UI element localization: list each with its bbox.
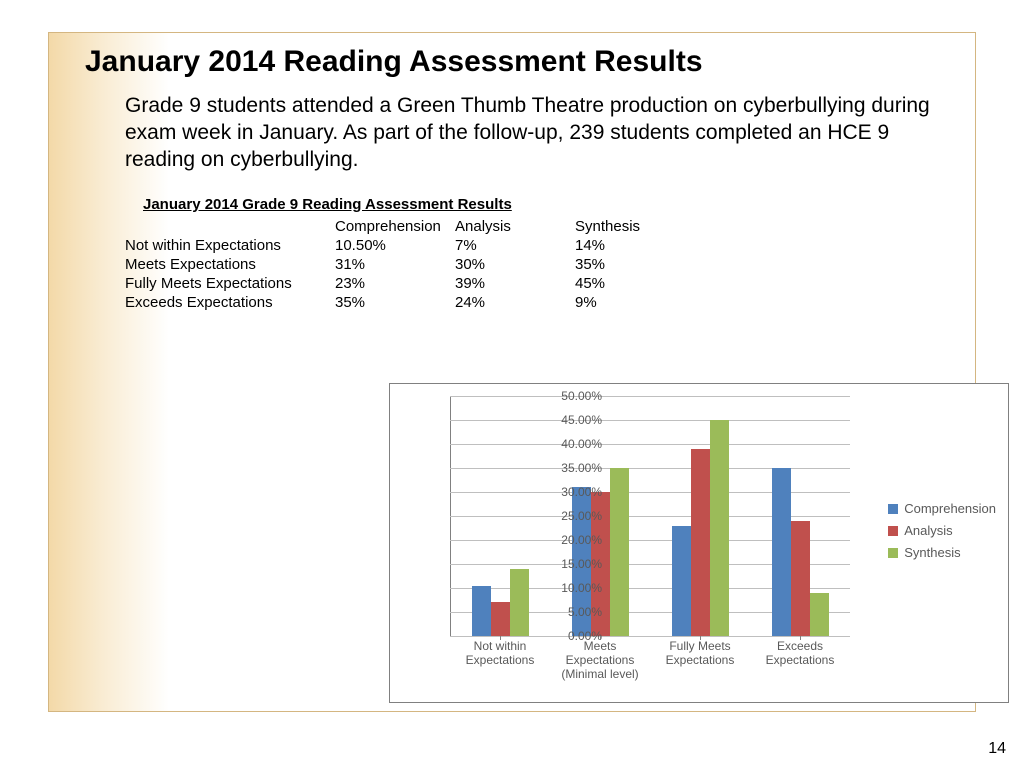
table-header-row: Comprehension Analysis Synthesis [125,217,695,236]
legend-swatch [888,548,898,558]
page-number: 14 [988,740,1006,758]
bar-chart: ComprehensionAnalysisSynthesis 0.00%5.00… [389,383,1009,703]
bar [791,521,810,636]
y-tick-label: 30.00% [550,485,602,499]
table-header-synth: Synthesis [575,217,695,236]
cell: 9% [575,293,695,312]
y-tick-label: 50.00% [550,389,602,403]
y-tick-label: 5.00% [550,605,602,619]
bar [772,468,791,636]
y-tick-label: 25.00% [550,509,602,523]
legend-item: Synthesis [888,545,996,560]
legend-label: Analysis [904,523,952,538]
bar [491,602,510,636]
slide-content: January 2014 Reading Assessment Results … [49,33,975,312]
slide-frame: January 2014 Reading Assessment Results … [48,32,976,712]
row-label: Meets Expectations [125,255,335,274]
x-tick-label: Not within Expectations [450,640,550,668]
bar [610,468,629,636]
table-header-anal: Analysis [455,217,575,236]
table-row: Meets Expectations 31% 30% 35% [125,255,695,274]
legend-label: Synthesis [904,545,960,560]
cell: 7% [455,236,575,255]
table-header-blank [125,217,335,236]
cell: 45% [575,274,695,293]
table-row: Exceeds Expectations 35% 24% 9% [125,293,695,312]
table-row: Fully Meets Expectations 23% 39% 45% [125,274,695,293]
cell: 10.50% [335,236,455,255]
y-tick-label: 20.00% [550,533,602,547]
x-tick-label: Meets Expectations (Minimal level) [550,640,650,681]
legend-swatch [888,504,898,514]
y-tick-label: 40.00% [550,437,602,451]
legend-item: Comprehension [888,501,996,516]
legend-item: Analysis [888,523,996,538]
bar [510,569,529,636]
bar-group [460,396,540,636]
table-title: January 2014 Grade 9 Reading Assessment … [143,196,951,213]
slide-body-text: Grade 9 students attended a Green Thumb … [125,93,931,174]
bar [710,420,729,636]
y-tick-label: 45.00% [550,413,602,427]
plot-area [450,396,850,636]
row-label: Exceeds Expectations [125,293,335,312]
x-tick-label: Fully Meets Expectations [650,640,750,668]
y-tick-label: 15.00% [550,557,602,571]
x-tick-label: Exceeds Expectations [750,640,850,668]
y-tick-label: 10.00% [550,581,602,595]
cell: 31% [335,255,455,274]
bar [472,586,491,636]
legend-swatch [888,526,898,536]
cell: 39% [455,274,575,293]
gridline [450,636,850,637]
table-row: Not within Expectations 10.50% 7% 14% [125,236,695,255]
bar [672,526,691,636]
y-tick-label: 35.00% [550,461,602,475]
cell: 23% [335,274,455,293]
cell: 14% [575,236,695,255]
cell: 30% [455,255,575,274]
bar-group [660,396,740,636]
legend-label: Comprehension [904,501,996,516]
cell: 35% [575,255,695,274]
bar [691,449,710,636]
bar [810,593,829,636]
chart-legend: Comprehension Analysis Synthesis [888,494,996,567]
row-label: Fully Meets Expectations [125,274,335,293]
slide-title: January 2014 Reading Assessment Results [85,45,951,79]
results-table: Comprehension Analysis Synthesis Not wit… [125,217,695,312]
row-label: Not within Expectations [125,236,335,255]
bar-group [760,396,840,636]
cell: 24% [455,293,575,312]
table-header-comp: Comprehension [335,217,455,236]
cell: 35% [335,293,455,312]
